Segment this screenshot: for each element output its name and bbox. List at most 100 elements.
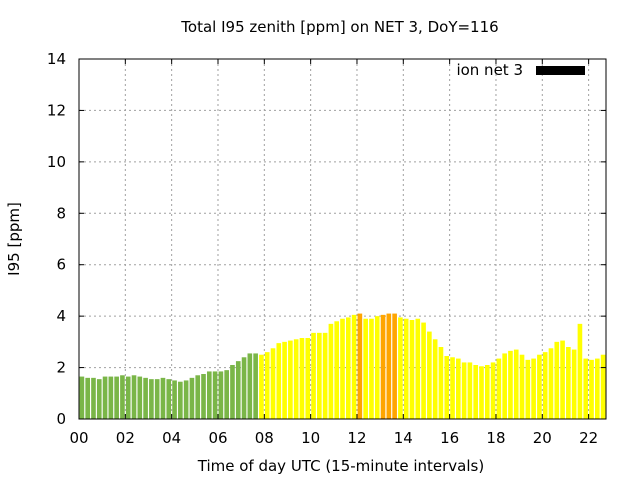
bar: [473, 365, 479, 419]
y-tick-label: 12: [47, 101, 66, 119]
bar: [276, 343, 282, 419]
bar: [288, 340, 293, 419]
bar: [444, 356, 450, 419]
bar: [513, 349, 519, 419]
bar: [311, 332, 316, 419]
bar: [114, 376, 119, 419]
bar: [542, 352, 548, 419]
grid: [79, 59, 606, 419]
bar: [403, 318, 409, 419]
bar: [571, 349, 577, 419]
bar: [189, 377, 195, 419]
bar: [137, 376, 143, 419]
bar: [531, 358, 536, 419]
bar: [427, 331, 432, 419]
bar: [525, 359, 531, 419]
bar: [212, 371, 218, 419]
y-tick-label: 2: [56, 359, 66, 377]
chart-title: Total I95 zenith [ppm] on NET 3, DoY=116: [180, 18, 498, 36]
bar: [340, 318, 345, 419]
x-tick-label: 12: [347, 429, 366, 447]
bar: [398, 317, 403, 419]
bar: [560, 340, 565, 419]
bar: [143, 377, 148, 419]
bar: [583, 358, 589, 419]
bar: [305, 338, 311, 419]
bar: [589, 359, 594, 419]
bar: [502, 353, 507, 419]
bar: [224, 370, 229, 419]
bar: [409, 320, 415, 419]
bar: [247, 353, 253, 419]
legend-label: ion net 3: [456, 61, 523, 79]
bar: [456, 358, 461, 419]
bar: [91, 377, 96, 419]
bar: [415, 318, 421, 419]
bar: [322, 332, 328, 419]
x-axis-label: Time of day UTC (15-minute intervals): [197, 457, 484, 475]
bar: [108, 376, 114, 419]
x-tick-label: 10: [301, 429, 320, 447]
x-tick-label: 18: [486, 429, 505, 447]
y-tick-label: 10: [47, 153, 66, 171]
y-tick-label: 14: [47, 50, 66, 68]
bar: [334, 321, 340, 419]
bar: [102, 376, 108, 419]
bar: [270, 348, 276, 419]
bar: [160, 377, 166, 419]
y-axis-label: I95 [ppm]: [5, 202, 23, 276]
x-tick-label: 04: [162, 429, 181, 447]
x-tick-label: 22: [579, 429, 598, 447]
bar: [259, 354, 264, 419]
bar: [467, 362, 473, 419]
x-tick-label: 14: [394, 429, 413, 447]
x-tick-label: 06: [208, 429, 227, 447]
bar: [178, 381, 183, 419]
bar: [392, 313, 397, 419]
bar: [554, 341, 560, 419]
bar: [508, 350, 513, 419]
legend: ion net 3: [456, 61, 585, 79]
bar: [450, 357, 455, 419]
y-tick-label: 0: [56, 410, 66, 428]
bar: [490, 362, 496, 419]
bar: [241, 357, 247, 419]
bar: [235, 361, 241, 419]
bar: [85, 377, 91, 419]
bar: [363, 318, 368, 419]
bar: [479, 366, 484, 419]
bar: [374, 316, 380, 419]
bar: [357, 313, 363, 419]
bar: [461, 362, 467, 419]
bar: [537, 354, 542, 419]
bar: [79, 376, 85, 419]
bar: [149, 379, 154, 419]
bar: [421, 322, 426, 419]
bar: [600, 354, 606, 419]
x-tick-label: 16: [440, 429, 459, 447]
bar: [519, 354, 525, 419]
y-tick-label: 6: [56, 256, 66, 274]
bar: [125, 376, 131, 419]
bar: [293, 339, 299, 419]
bar: [548, 348, 554, 419]
bar: [195, 375, 201, 419]
bar: [351, 314, 357, 419]
y-tick-label: 4: [56, 307, 66, 325]
bar: [253, 353, 258, 419]
bar: [432, 339, 438, 419]
bar: [484, 365, 490, 419]
bar: [328, 323, 334, 419]
bar: [154, 379, 160, 419]
bar: [345, 317, 351, 419]
bar: [230, 365, 235, 419]
y-tick-label: 8: [56, 204, 66, 222]
bar: [201, 374, 206, 419]
x-tick-label: 02: [116, 429, 135, 447]
x-tick-label: 20: [533, 429, 552, 447]
bar: [496, 358, 502, 419]
bar: [131, 375, 137, 419]
bar: [183, 380, 189, 419]
